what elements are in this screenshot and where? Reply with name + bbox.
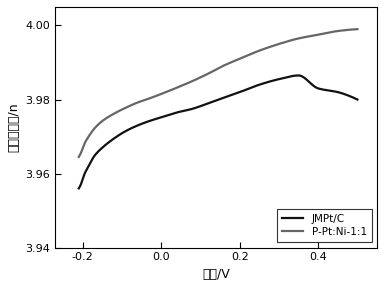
P-Pt:Ni-1:1 xyxy=(227,61,232,65)
JMPt/C xyxy=(305,79,310,82)
Line: JMPt/C: JMPt/C xyxy=(79,75,358,188)
JMPt/C xyxy=(76,187,81,190)
Line: P-Pt:Ni-1:1: P-Pt:Ni-1:1 xyxy=(79,29,358,157)
X-axis label: 电压/V: 电压/V xyxy=(202,268,230,281)
Y-axis label: 电子转移数/n: 电子转移数/n xyxy=(7,103,20,152)
JMPt/C xyxy=(227,94,232,97)
JMPt/C xyxy=(349,95,354,98)
JMPt/C xyxy=(355,98,360,101)
JMPt/C xyxy=(209,101,214,104)
Legend: JMPt/C, P-Pt:Ni-1:1: JMPt/C, P-Pt:Ni-1:1 xyxy=(277,209,372,242)
P-Pt:Ni-1:1 xyxy=(348,28,353,31)
JMPt/C xyxy=(242,88,247,92)
JMPt/C xyxy=(296,74,301,77)
JMPt/C xyxy=(210,100,215,103)
P-Pt:Ni-1:1 xyxy=(209,71,214,74)
P-Pt:Ni-1:1 xyxy=(305,35,310,38)
P-Pt:Ni-1:1 xyxy=(210,69,215,73)
P-Pt:Ni-1:1 xyxy=(76,155,81,159)
P-Pt:Ni-1:1 xyxy=(355,27,360,31)
P-Pt:Ni-1:1 xyxy=(242,55,247,58)
